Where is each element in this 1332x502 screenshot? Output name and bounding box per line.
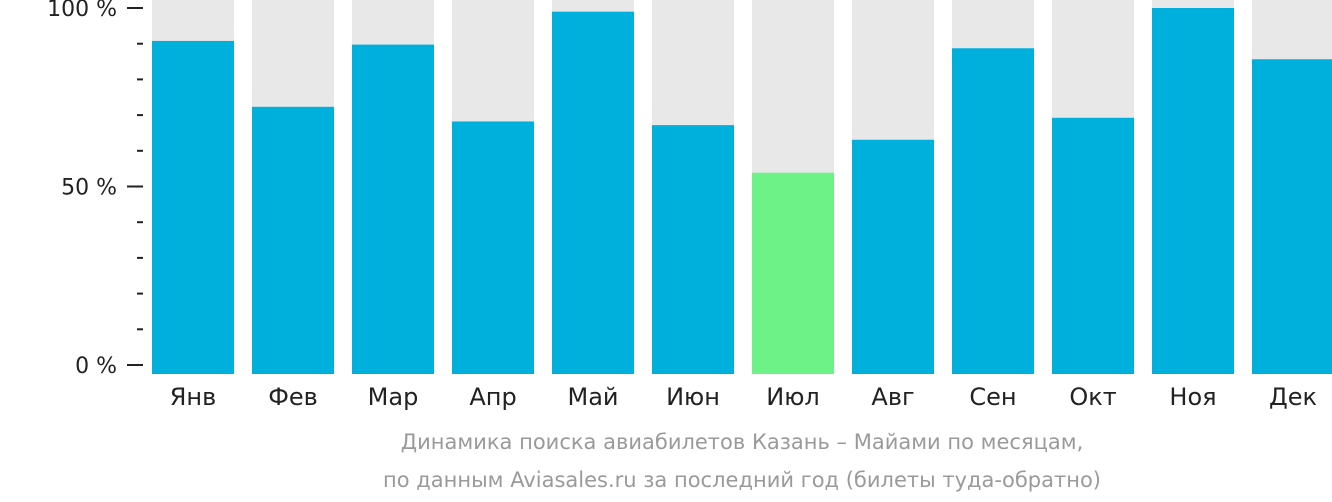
bar-5-value — [552, 11, 634, 374]
x-tick-label-12: Дек — [1269, 383, 1317, 411]
caption-line-1: Динамика поиска авиабилетов Казань – Май… — [400, 430, 1084, 454]
bar-2-value — [252, 106, 334, 374]
x-tick-label-6: Июн — [666, 383, 720, 411]
bar-11-value — [1152, 8, 1234, 374]
bar-7-value — [752, 172, 834, 374]
x-tick-label-1: Янв — [170, 383, 217, 411]
x-tick-label-5: Май — [567, 383, 618, 411]
x-tick-label-3: Мар — [368, 383, 419, 411]
bar-6-value — [652, 125, 734, 375]
caption-line-2: по данным Aviasales.ru за последний год … — [383, 468, 1101, 492]
bar-8-value — [852, 139, 934, 374]
x-tick-label-2: Фев — [268, 383, 318, 411]
bar-1-value — [152, 40, 234, 374]
bar-3-value — [352, 44, 434, 374]
x-tick-label-10: Окт — [1069, 383, 1116, 411]
y-tick-label: 100 % — [47, 0, 117, 22]
bar-chart: 0 % 50 % 100 % Янв Фев Мар Апр Май Июн Июл Авг Сен… — [47, 0, 1332, 411]
y-tick-label: 50 % — [61, 176, 117, 201]
x-tick-label-4: Апр — [469, 383, 516, 411]
y-axis: 0 % 50 % 100 % — [47, 0, 143, 379]
bar-9-value — [952, 48, 1034, 374]
bar-10-value — [1052, 117, 1134, 375]
x-axis-labels: Янв Фев Мар Апр Май Июн Июл Авг Сен Окт Ноя Дек — [170, 383, 1317, 411]
x-tick-label-8: Авг — [871, 383, 914, 411]
x-tick-label-9: Сен — [969, 383, 1016, 411]
bar-12-value — [1252, 59, 1332, 375]
bar-4-value — [452, 121, 534, 375]
x-tick-label-7: Июл — [766, 383, 820, 411]
bars-group — [152, 0, 1332, 375]
y-tick-label: 0 % — [75, 354, 117, 379]
x-tick-label-11: Ноя — [1169, 383, 1216, 411]
